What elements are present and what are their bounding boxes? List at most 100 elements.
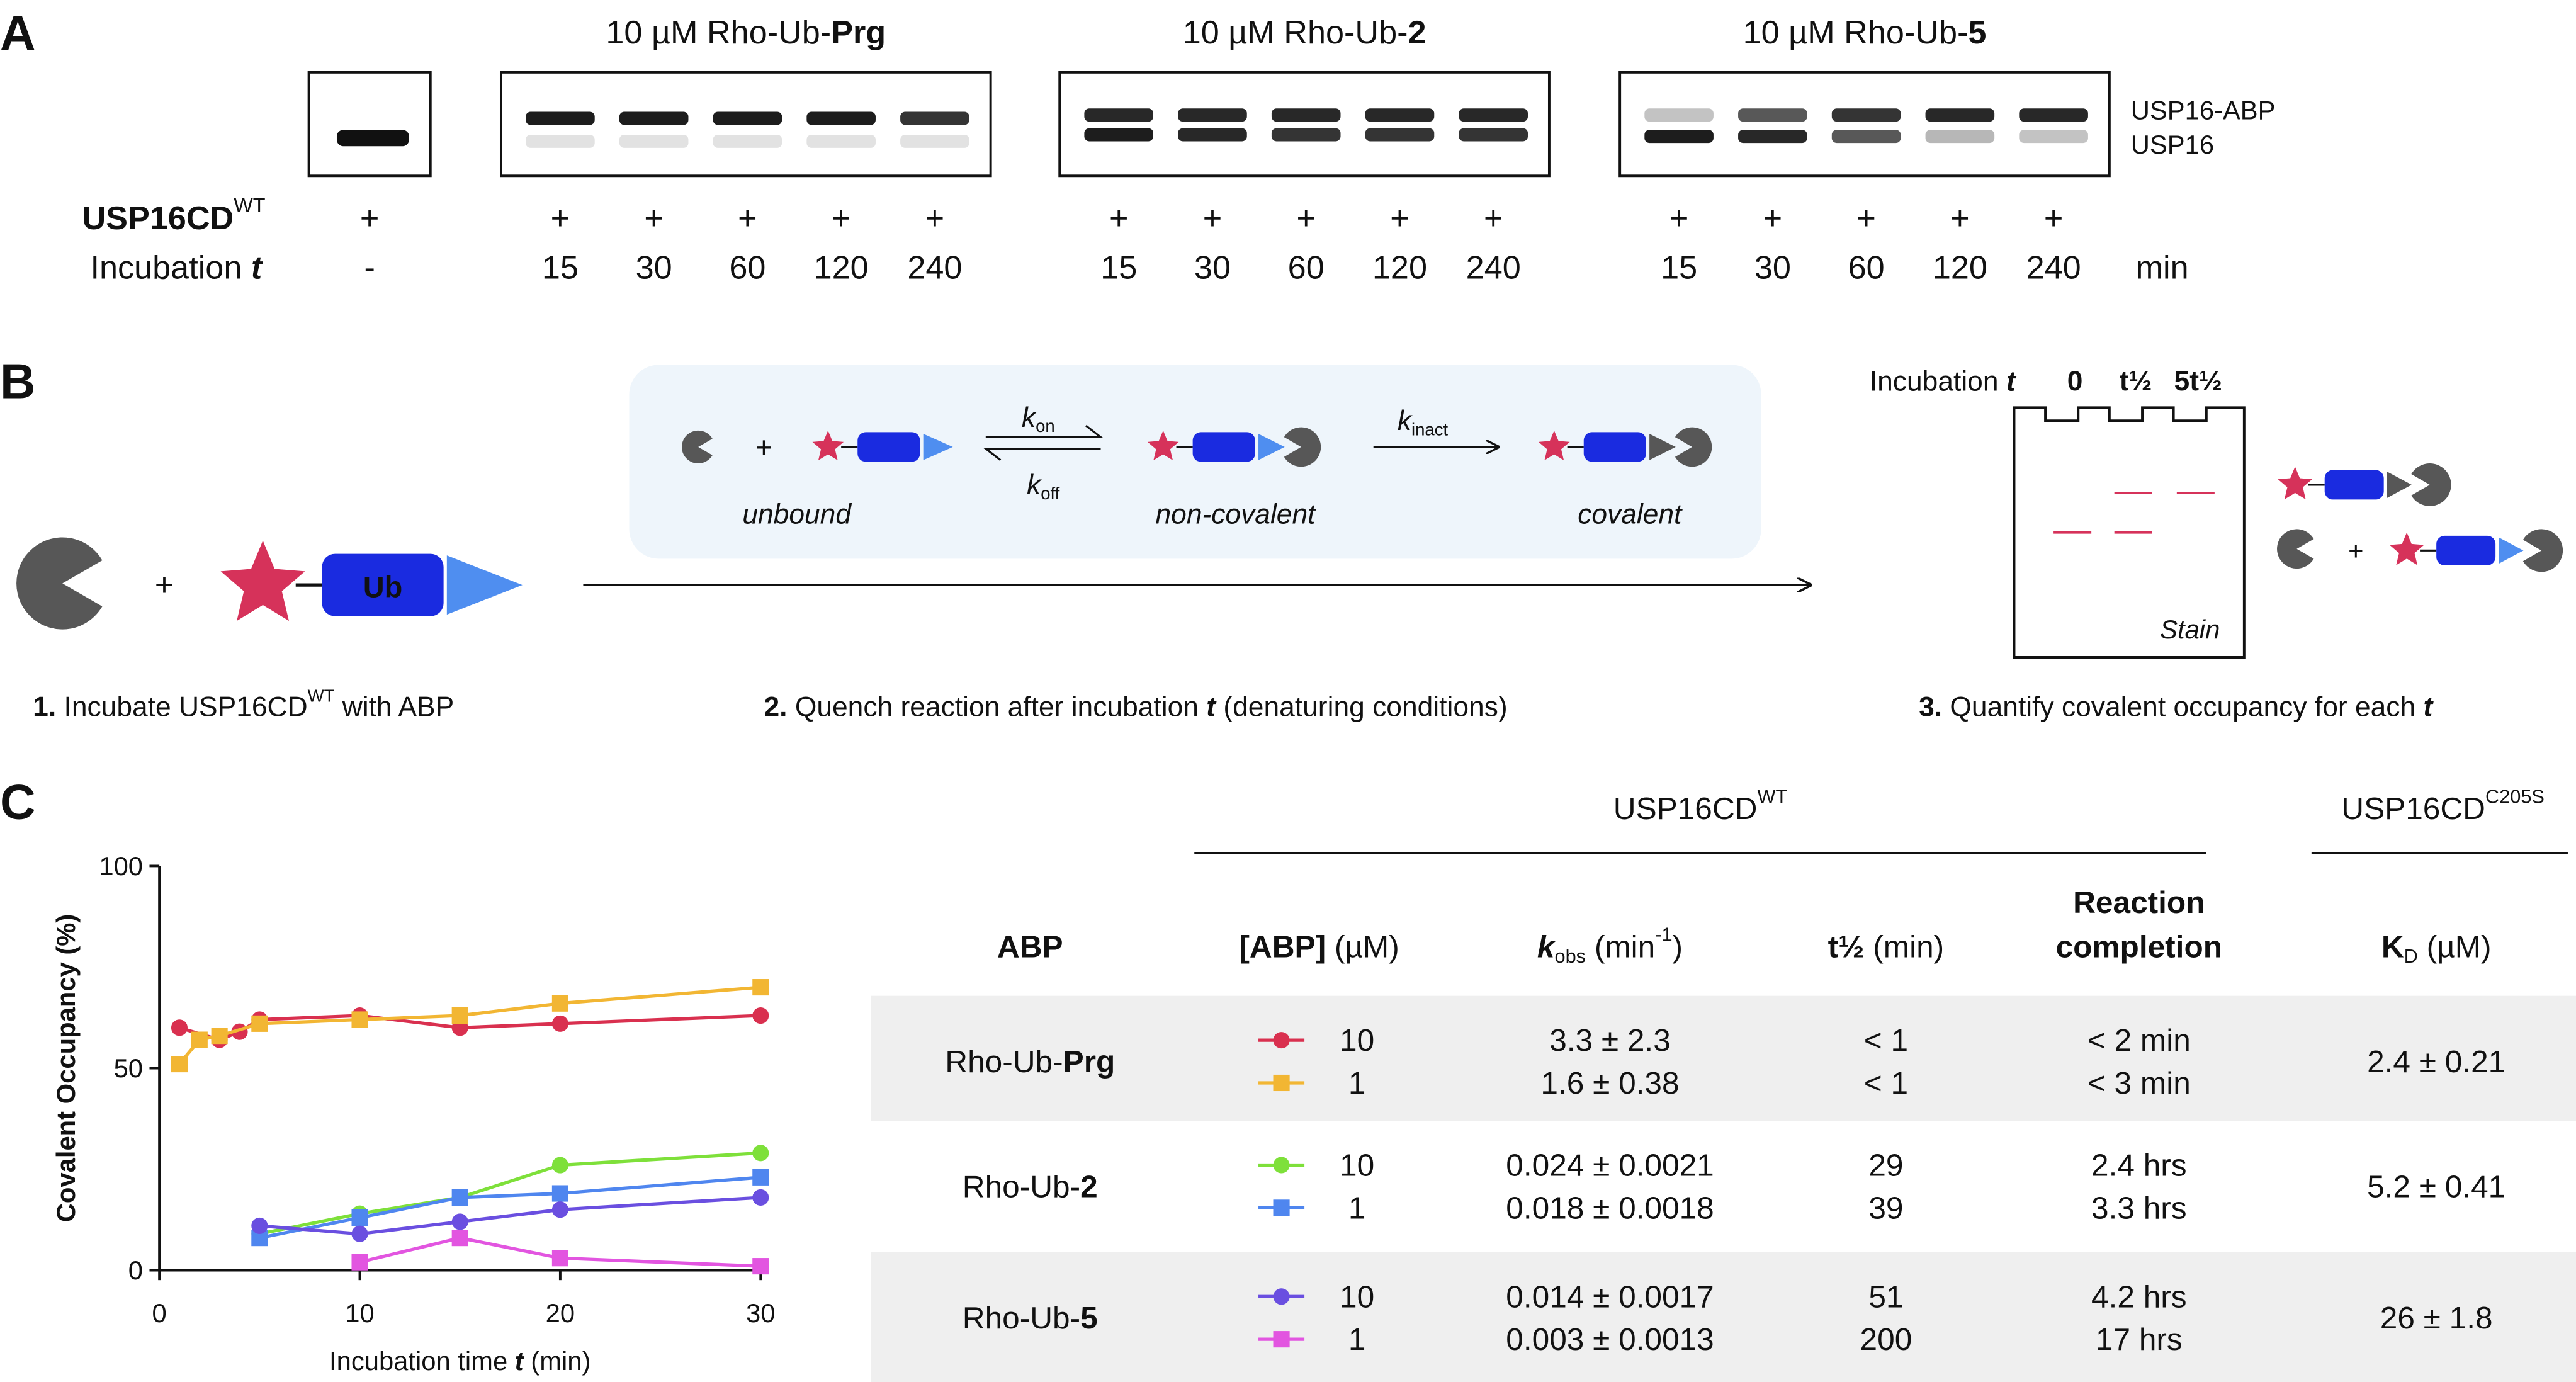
text-run: (µM) (1326, 929, 1399, 964)
lane-enzyme: + (832, 200, 850, 237)
band-label: USP16 (2131, 130, 2214, 159)
lane-time: 120 (1372, 249, 1427, 286)
gel-header: Incubation t (1870, 366, 2017, 397)
x-tick-label: 20 (546, 1298, 575, 1328)
gel-title: 10 µM Rho-Ub-2 (1183, 14, 1426, 51)
text-run: completion (2056, 929, 2222, 964)
text-run: inact (1411, 419, 1448, 439)
data-point (351, 1011, 368, 1028)
gel-band (1738, 108, 1807, 122)
kobs-value: 3.3 ± 2.3 (1549, 1022, 1671, 1058)
band-label: USP16-ABP (2131, 95, 2276, 125)
text-run: 1. (33, 691, 56, 722)
gel-band (2019, 130, 2088, 144)
completion-value: 2.4 hrs (2091, 1147, 2187, 1182)
lane-enzyme: + (1296, 200, 1315, 237)
gel-title: 10 µM Rho-Ub-Prg (606, 14, 886, 51)
text-run: t (2006, 366, 2017, 397)
text-run: with ABP (334, 691, 454, 722)
step-label: 1. Incubate USP16CDWT with ABP (33, 686, 454, 722)
series-line (259, 1175, 761, 1240)
completion-value: < 2 min (2087, 1022, 2191, 1058)
concentration: 1 (1348, 1065, 1366, 1101)
gel-band (1925, 108, 1995, 122)
lane-time: 60 (729, 249, 765, 286)
lane-enzyme: + (738, 200, 757, 237)
lane-enzyme: + (360, 200, 379, 237)
data-point (251, 1015, 268, 1032)
lane-time: 30 (1754, 249, 1791, 286)
text-run: k (1027, 469, 1042, 500)
text-run: 5 (1968, 14, 1986, 51)
data-point (171, 1056, 188, 1073)
gel-band (806, 111, 876, 125)
completion-value: 17 hrs (2096, 1322, 2183, 1357)
text-run: [ABP] (1239, 929, 1326, 964)
gel-band (1178, 128, 1247, 142)
text-run: -1 (1655, 923, 1672, 945)
text-run: obs (1555, 945, 1586, 967)
legend-marker (1273, 1032, 1290, 1049)
text-run: K (2381, 929, 2404, 964)
column-header: completion (2056, 929, 2222, 964)
gel-band (2019, 108, 2088, 122)
text-run: Quench reaction after incubation (788, 691, 1207, 722)
y-tick-label: 100 (99, 851, 143, 881)
panel-label: B (0, 354, 36, 409)
group-header: USP16CDWT (1613, 785, 1788, 826)
data-point (752, 1189, 769, 1206)
data-point (551, 1185, 568, 1202)
text-run: Rho-Ub- (945, 1044, 1063, 1079)
text-run: (denaturing conditions) (1216, 691, 1508, 722)
lane-enzyme: + (1484, 200, 1503, 237)
legend-marker (1273, 1331, 1290, 1348)
y-tick-label: 0 (128, 1255, 143, 1285)
text-run: t (2423, 691, 2434, 722)
state-label: covalent (1578, 499, 1683, 530)
data-point (451, 1230, 468, 1247)
data-point (752, 1007, 769, 1024)
plus-sign: + (755, 430, 772, 463)
row-label: USP16CDWT (82, 194, 265, 237)
lane-enzyme: + (1669, 200, 1688, 237)
concentration: 10 (1340, 1147, 1374, 1182)
stain-label: Stain (2160, 615, 2220, 644)
lane-time: 15 (1100, 249, 1137, 286)
text-run: Rho-Ub- (963, 1169, 1080, 1204)
y-axis-label: Covalent Occupancy (%) (51, 914, 81, 1223)
lane-enzyme: + (1856, 200, 1875, 237)
gel-lane: 0 (2067, 366, 2083, 397)
gel-band (526, 135, 595, 148)
text-run: k (1537, 929, 1556, 964)
concentration: 1 (1348, 1190, 1366, 1225)
text-run: Incubation time (329, 1346, 515, 1376)
kd-value: 2.4 ± 0.21 (2367, 1044, 2505, 1079)
t-half-value: 200 (1860, 1322, 1912, 1357)
lane-time: 240 (907, 249, 962, 286)
text-run: ) (1673, 929, 1683, 964)
abp-name: Rho-Ub-2 (963, 1169, 1098, 1204)
text-run: WT (234, 194, 266, 217)
data-point (551, 995, 568, 1012)
text-run: 3. (1919, 691, 1942, 722)
completion-value: 3.3 hrs (2091, 1190, 2187, 1225)
column-header: t½ (min) (1828, 929, 1945, 964)
column-header: ABP (997, 929, 1063, 964)
concentration: 10 (1340, 1279, 1374, 1314)
gel-lane: 5t½ (2174, 366, 2222, 397)
text-run: k (1022, 402, 1037, 433)
text-run: t½ (1828, 929, 1865, 964)
kobs-value: 0.014 ± 0.0017 (1506, 1279, 1714, 1314)
t-half-value: 51 (1868, 1279, 1903, 1314)
column-header: Reaction (2073, 885, 2205, 920)
data-point (752, 1145, 769, 1162)
x-tick-label: 0 (152, 1298, 167, 1328)
data-point (752, 979, 769, 996)
table-bands (871, 995, 2576, 1382)
text-run: USP16CD (1613, 791, 1758, 826)
step-label: 2. Quench reaction after incubation t (d… (764, 691, 1508, 722)
text-run: WT (1757, 785, 1787, 807)
text-run: ABP (997, 929, 1063, 964)
plus-sign: + (2348, 536, 2363, 565)
gel-band (1738, 130, 1807, 144)
